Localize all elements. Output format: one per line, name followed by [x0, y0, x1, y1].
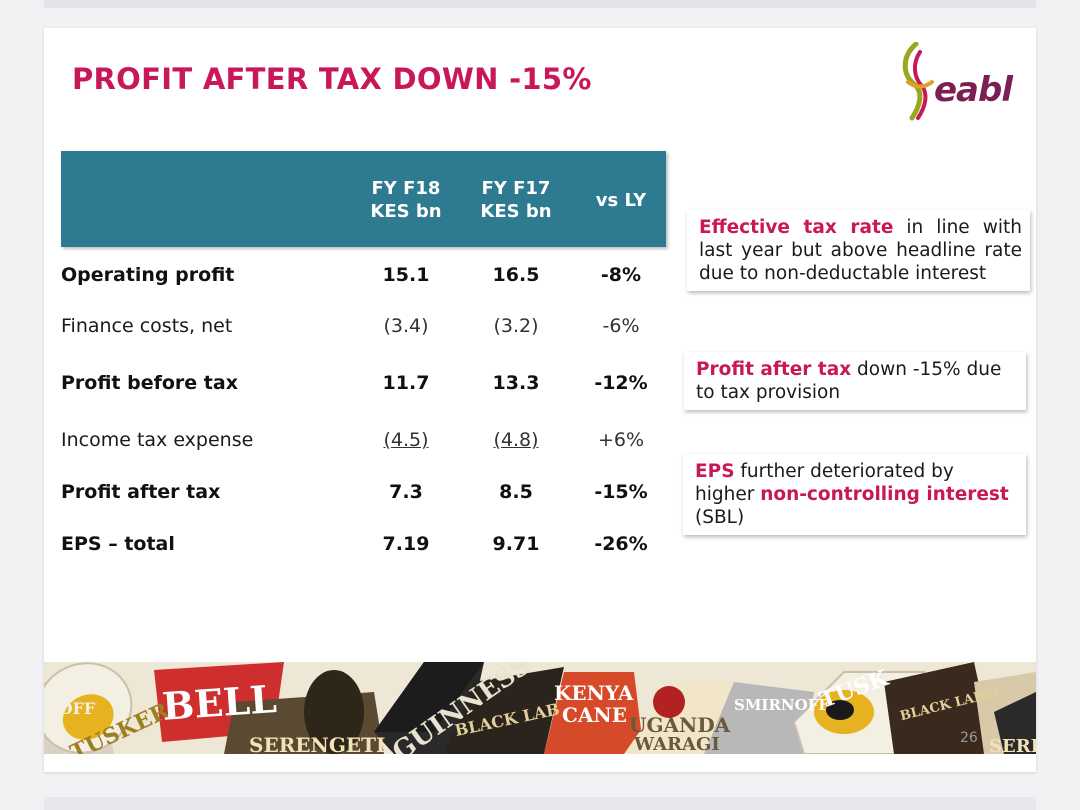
callout-text: in line with last year but above headlin… [699, 217, 1022, 284]
page-number: 26 [960, 730, 978, 746]
cell-fy17: (3.2) [493, 315, 539, 337]
brand-label: BLACK LABEL [899, 684, 1005, 724]
cell-vs: -12% [594, 372, 648, 394]
brand-label: SMIRNOFF [734, 696, 829, 714]
table-row: Income tax expense (4.5) (4.8) +6% [61, 429, 681, 459]
table-row: Finance costs, net (3.4) (3.2) -6% [61, 315, 681, 345]
cell-fy18: 7.3 [389, 481, 423, 503]
brand-label: CANE [562, 703, 627, 727]
header-fy17: FY F17 KES bn [480, 178, 552, 222]
brand-label: SERE [989, 736, 1036, 754]
cell-vs: -8% [600, 264, 642, 286]
row-label: Finance costs, net [61, 315, 233, 337]
cell-fy17: 8.5 [499, 481, 533, 503]
callout-text: down -15% due to tax provision [696, 359, 1002, 403]
callout-highlight: Effective tax rate [699, 217, 894, 238]
cell-fy18: (3.4) [383, 315, 429, 337]
header-fy18: FY F18 KES bn [370, 178, 442, 222]
eabl-logo: eabl [894, 42, 1024, 122]
cell-vs: -15% [594, 481, 648, 503]
slide: PROFIT AFTER TAX DOWN -15% eabl FY F18 K… [44, 28, 1036, 772]
cell-fy18: 15.1 [382, 264, 430, 286]
brand-label: WARAGI [633, 734, 720, 754]
cell-fy17: 13.3 [492, 372, 540, 394]
cell-fy18: 11.7 [382, 372, 430, 394]
row-label: Operating profit [61, 264, 235, 286]
brand-collage-labels: NOFF TUSKER BELL SERENGETI GUINNESS BLAC… [44, 662, 1036, 754]
cell-vs: +6% [597, 429, 645, 451]
brand-label: BELL [161, 676, 278, 729]
callout-eps: EPS further deteriorated by higher non-c… [683, 454, 1026, 535]
logo-text: eabl [934, 70, 1013, 110]
row-label: EPS – total [61, 533, 175, 555]
header-vs-ly: vs LY [595, 190, 647, 211]
slide-title: PROFIT AFTER TAX DOWN -15% [72, 62, 592, 96]
row-label: Income tax expense [61, 429, 254, 451]
callout-highlight-2: non-controlling interest [760, 484, 1009, 505]
cell-vs: -6% [602, 315, 640, 337]
cell-vs: -26% [594, 533, 648, 555]
bottom-edge [44, 797, 1036, 810]
callout-tax-rate: Effective tax rate in line with last yea… [687, 210, 1030, 291]
cell-fy17: (4.8) [493, 429, 539, 451]
cell-fy18: 7.19 [382, 533, 430, 555]
table-header: FY F18 KES bn FY F17 KES bn vs LY [61, 151, 666, 247]
callout-highlight: EPS [695, 461, 735, 482]
row-label: Profit before tax [61, 372, 238, 394]
callout-text: further deteriorated by higher [695, 461, 954, 505]
table-row: Profit after tax 7.3 8.5 -15% [61, 481, 681, 511]
brand-collage-image [44, 662, 1036, 754]
logo-swirl-icon [902, 42, 934, 121]
cell-fy18: (4.5) [383, 429, 429, 451]
brand-label: SERENGETI [249, 733, 385, 754]
cell-fy17: 16.5 [492, 264, 540, 286]
brand-label: UGANDA [629, 713, 731, 737]
callout-text-2: (SBL) [695, 507, 745, 528]
cell-fy17: 9.71 [492, 533, 540, 555]
brand-label: NOFF [44, 699, 96, 718]
table-row: Profit before tax 11.7 13.3 -12% [61, 372, 681, 402]
brand-label: KENYA [554, 681, 634, 705]
brand-label: TUSK [816, 665, 892, 714]
callout-highlight: Profit after tax [696, 359, 852, 380]
table-row: Operating profit 15.1 16.5 -8% [61, 264, 681, 294]
top-edge [44, 0, 1036, 8]
row-label: Profit after tax [61, 481, 221, 503]
brand-banner: NOFF TUSKER BELL SERENGETI GUINNESS BLAC… [44, 662, 1036, 754]
callout-profit-after-tax: Profit after tax down -15% due to tax pr… [684, 352, 1026, 410]
table-row: EPS – total 7.19 9.71 -26% [61, 533, 681, 563]
